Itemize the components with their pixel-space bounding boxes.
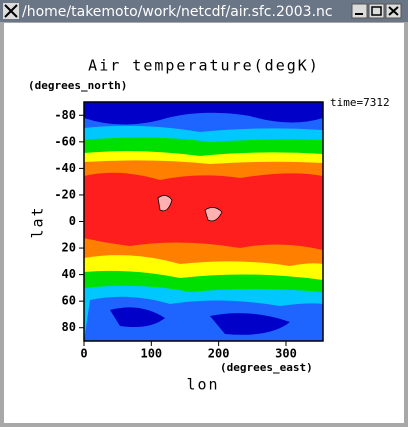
x-tick-label: 200 [208,347,230,361]
patch-pink [157,195,223,222]
title-bar[interactable] [0,0,408,22]
close-glyph [388,6,399,16]
band-darkblue [84,102,323,125]
x-tick-label: 0 [80,347,87,361]
y-units: (degrees_north) [28,79,127,92]
y-tick-label: -20 [54,187,76,201]
y-tick-label: 60 [62,294,76,308]
plot-title: Air temperature(degK) [88,57,320,75]
x-icon-glyph [4,4,18,18]
y-tick-label: 40 [62,267,76,281]
y-tick-label: -60 [54,134,76,148]
y-tick-label: 0 [69,214,76,228]
y-axis-label: lat [29,205,47,238]
y-tick-label: 20 [62,241,76,255]
y-tick-label: -40 [54,161,76,175]
x-tick-label: 100 [140,347,162,361]
x-units: (degrees_east) [220,361,313,374]
window-title: /home/takemoto/work/netcdf/air.sfc.2003.… [22,4,333,20]
band-red [84,172,323,250]
minimize-button[interactable] [351,3,368,19]
y-tick-label: 80 [62,320,76,334]
x-tick-label: 300 [275,347,297,361]
minimize-glyph [355,13,363,15]
contour-field [84,102,323,341]
y-tick-label: -80 [54,108,76,122]
maximize-glyph [371,6,382,16]
x-axis-label: lon [186,376,219,394]
patch-darkblue [110,307,290,335]
time-label: time=7312 [330,96,390,109]
